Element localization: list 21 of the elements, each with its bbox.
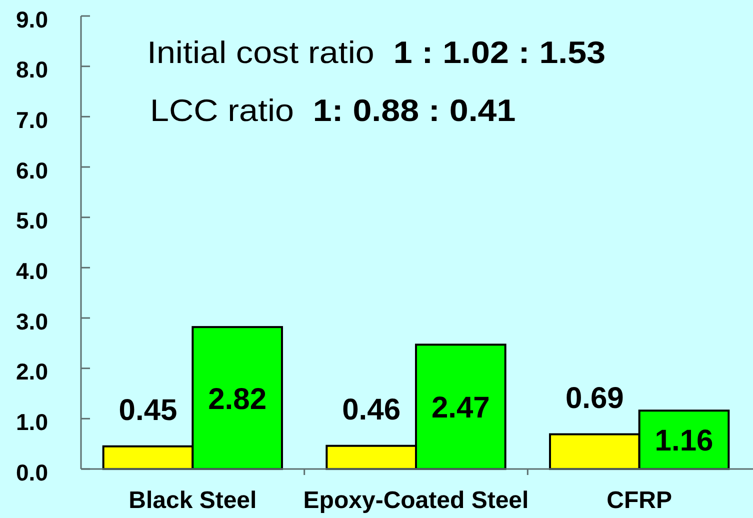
y-tick-label: 3.0	[16, 308, 48, 334]
annotation: LCC ratio 1: 0.88 : 0.41	[150, 93, 516, 128]
y-tick-label: 2.0	[16, 358, 48, 385]
y-tick-label: 1.0	[16, 408, 48, 435]
x-tick-label: Black Steel	[128, 487, 257, 514]
y-tick-label: 0.0	[16, 459, 48, 486]
x-tick-label: Epoxy-Coated Steel	[303, 487, 529, 514]
y-tick-label: 5.0	[16, 208, 48, 234]
annotation: Initial cost ratio 1 : 1.02 : 1.53	[147, 35, 606, 70]
y-tick-label: 4.0	[16, 258, 48, 284]
data-label: 1.16	[654, 424, 714, 458]
y-tick-label: 7.0	[16, 106, 48, 133]
data-label: 0.69	[565, 382, 624, 416]
y-tick-label: 6.0	[16, 157, 48, 184]
y-tick-label: 8.0	[16, 56, 48, 83]
data-label: 2.82	[208, 382, 267, 416]
x-tick-label: CFRP	[606, 487, 672, 514]
y-tick-label: 9.0	[16, 6, 48, 32]
data-label: 0.45	[118, 394, 178, 428]
data-label: 2.47	[431, 392, 490, 425]
data-label: 0.46	[342, 394, 401, 427]
